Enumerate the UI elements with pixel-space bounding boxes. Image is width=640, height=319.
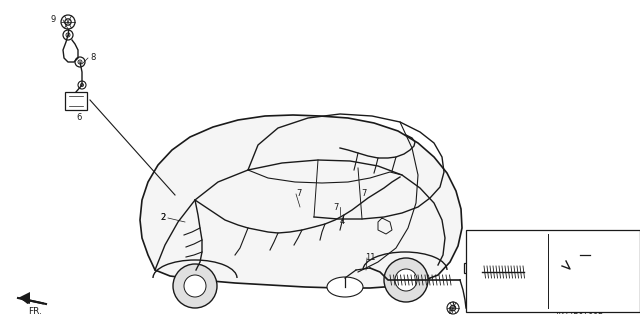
Circle shape xyxy=(317,236,323,243)
Text: 7: 7 xyxy=(333,203,339,211)
Text: TK44B0700B: TK44B0700B xyxy=(556,308,605,316)
Text: 8: 8 xyxy=(447,308,453,316)
Circle shape xyxy=(265,229,271,235)
Circle shape xyxy=(593,252,598,258)
Circle shape xyxy=(354,268,358,272)
Polygon shape xyxy=(140,115,462,288)
Text: 10: 10 xyxy=(574,241,584,250)
Circle shape xyxy=(590,249,602,261)
Circle shape xyxy=(395,269,417,291)
Circle shape xyxy=(63,30,73,40)
Circle shape xyxy=(231,251,239,259)
Text: 2: 2 xyxy=(160,213,165,222)
Circle shape xyxy=(290,241,298,249)
Circle shape xyxy=(78,81,86,89)
Bar xyxy=(466,230,640,312)
Text: 12: 12 xyxy=(558,273,568,283)
Circle shape xyxy=(75,57,85,67)
Circle shape xyxy=(470,266,482,278)
Text: 7: 7 xyxy=(361,189,366,197)
Circle shape xyxy=(556,269,561,275)
Circle shape xyxy=(266,246,274,254)
Circle shape xyxy=(336,226,344,234)
Circle shape xyxy=(524,266,536,278)
Circle shape xyxy=(390,160,397,167)
Text: 4: 4 xyxy=(340,218,345,226)
Circle shape xyxy=(173,264,217,308)
Circle shape xyxy=(572,252,577,258)
Text: FR.: FR. xyxy=(28,308,42,316)
Circle shape xyxy=(372,162,380,169)
Circle shape xyxy=(182,253,190,261)
Bar xyxy=(464,263,476,273)
Text: 7: 7 xyxy=(296,189,301,198)
Circle shape xyxy=(311,224,317,230)
Circle shape xyxy=(237,244,243,251)
Circle shape xyxy=(351,167,358,174)
Circle shape xyxy=(266,247,273,254)
Circle shape xyxy=(527,270,532,274)
Text: 2: 2 xyxy=(160,213,165,222)
Text: 5: 5 xyxy=(474,273,479,283)
Text: 9: 9 xyxy=(51,16,56,25)
Circle shape xyxy=(337,226,344,234)
Bar xyxy=(65,92,87,110)
Circle shape xyxy=(182,243,190,251)
Circle shape xyxy=(384,258,428,302)
Circle shape xyxy=(61,15,75,29)
Text: 12: 12 xyxy=(598,257,609,266)
Text: 6: 6 xyxy=(76,114,81,122)
Circle shape xyxy=(78,60,82,64)
Circle shape xyxy=(371,169,378,176)
Circle shape xyxy=(287,229,293,235)
Circle shape xyxy=(447,302,459,314)
Circle shape xyxy=(568,249,580,261)
Circle shape xyxy=(316,236,324,244)
Ellipse shape xyxy=(327,277,363,297)
Circle shape xyxy=(451,305,456,311)
Circle shape xyxy=(184,275,206,297)
Circle shape xyxy=(232,251,239,258)
Circle shape xyxy=(222,217,228,223)
Circle shape xyxy=(552,266,564,278)
Text: 3: 3 xyxy=(474,258,479,268)
Text: 8: 8 xyxy=(90,54,95,63)
Circle shape xyxy=(351,265,361,275)
Circle shape xyxy=(81,83,84,86)
Bar xyxy=(531,257,545,268)
Circle shape xyxy=(245,225,251,231)
Circle shape xyxy=(388,167,396,174)
Circle shape xyxy=(353,159,360,166)
Circle shape xyxy=(474,270,479,274)
Polygon shape xyxy=(18,292,30,304)
Circle shape xyxy=(291,241,298,249)
Circle shape xyxy=(180,231,188,239)
Text: 11: 11 xyxy=(365,254,376,263)
Circle shape xyxy=(65,19,71,25)
Circle shape xyxy=(66,33,70,37)
